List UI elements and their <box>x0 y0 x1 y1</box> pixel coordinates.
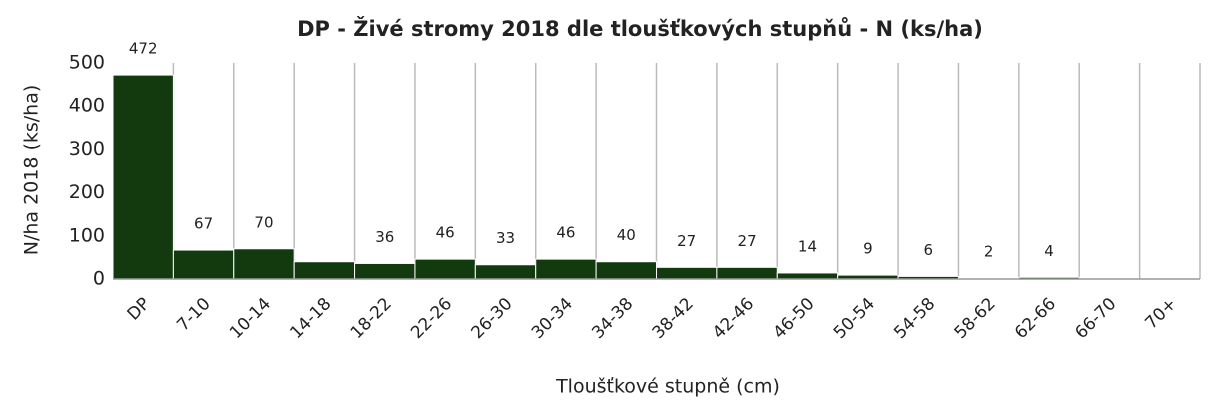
data-label: 40 <box>617 226 636 244</box>
bar <box>414 258 476 280</box>
chart-title: DP - Živé stromy 2018 dle tloušťkových s… <box>297 16 983 41</box>
x-tick-label: 26-30 <box>468 294 517 343</box>
x-tick-label: 62-66 <box>1011 294 1060 343</box>
bar <box>474 264 537 280</box>
x-tick-label: 58-62 <box>951 294 1000 343</box>
data-label: 36 <box>375 228 394 246</box>
data-label: 4 <box>1044 242 1054 260</box>
y-tick-label: 400 <box>69 95 105 117</box>
bar <box>172 249 235 280</box>
data-label: 6 <box>923 241 933 259</box>
y-axis-label: N/ha 2018 (ks/ha) <box>21 85 43 256</box>
x-tick-label: DP <box>124 294 155 325</box>
x-tick-label: 34-38 <box>588 294 637 343</box>
x-tick-label: 46-50 <box>769 294 818 343</box>
x-tick-label: 7-10 <box>173 294 214 335</box>
x-tick-label: 22-26 <box>407 294 456 343</box>
data-label: 14 <box>798 237 817 255</box>
x-tick-label: 66-70 <box>1071 294 1120 343</box>
data-label: 70 <box>254 213 273 231</box>
y-tick-label: 0 <box>93 268 105 290</box>
data-label: 67 <box>194 215 213 233</box>
y-tick-label: 200 <box>69 181 105 203</box>
y-tick-label: 300 <box>69 138 105 160</box>
y-tick-label: 500 <box>69 52 105 74</box>
data-label: 472 <box>129 40 158 58</box>
data-label: 27 <box>677 232 696 250</box>
y-tick-label: 100 <box>69 224 105 246</box>
data-label: 33 <box>496 229 515 247</box>
x-tick-label: 50-54 <box>830 294 879 343</box>
x-tick-label: 18-22 <box>347 294 396 343</box>
x-tick-label: 38-42 <box>649 294 698 343</box>
bar <box>233 248 295 280</box>
data-label: 9 <box>863 240 873 258</box>
data-label: 46 <box>556 224 575 242</box>
bar <box>354 262 416 280</box>
data-label: 46 <box>436 224 455 242</box>
bar <box>535 258 597 280</box>
x-tick-label: 10-14 <box>226 294 275 343</box>
x-tick-label: 54-58 <box>890 294 939 343</box>
x-axis-label: Tloušťkové stupně (cm) <box>555 376 780 398</box>
bar <box>716 266 778 280</box>
data-label: 27 <box>738 232 757 250</box>
x-tick-label: 42-46 <box>709 294 758 343</box>
bar <box>776 272 839 280</box>
bar <box>293 261 356 280</box>
bar <box>656 266 718 280</box>
bar <box>595 261 657 280</box>
data-label: 2 <box>984 243 994 261</box>
x-tick-label: 14-18 <box>286 294 335 343</box>
x-tick-label: 70+ <box>1141 294 1181 334</box>
x-tick-label: 30-34 <box>528 294 577 343</box>
bar <box>112 74 174 280</box>
